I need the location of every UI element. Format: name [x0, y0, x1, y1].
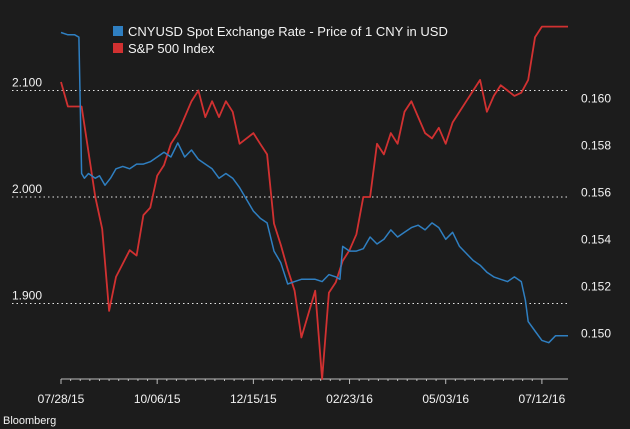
series-layer: [60, 25, 568, 380]
right-tick-label: 0.156: [581, 185, 611, 199]
left-tick-label: 2.100: [12, 76, 42, 90]
legend: CNYUSD Spot Exchange Rate - Price of 1 C…: [113, 24, 448, 56]
legend-label-spx: S&P 500 Index: [128, 41, 215, 56]
right-tick-label: 0.150: [581, 326, 611, 340]
legend-swatch-spx: [113, 43, 123, 53]
left-tick-label: 2.000: [12, 182, 42, 196]
x-tick-label: 05/03/16: [422, 392, 469, 406]
right-axis-ticks: 0.160 0.158 0.156 0.154 0.152 0.150: [581, 91, 611, 340]
x-tick-label: 02/23/16: [326, 392, 373, 406]
right-tick-label: 0.154: [581, 232, 611, 246]
legend-label-cny: CNYUSD Spot Exchange Rate - Price of 1 C…: [128, 24, 448, 39]
x-tick-label: 07/12/16: [519, 392, 566, 406]
x-tick-label: 12/15/15: [230, 392, 277, 406]
right-tick-label: 0.152: [581, 279, 611, 293]
left-axis-ticks: 2.100 2.000 1.900: [12, 76, 42, 303]
x-axis: 07/28/15 10/06/15 12/15/15 02/23/16 05/03/16…: [38, 378, 568, 406]
right-tick-label: 0.158: [581, 138, 611, 152]
x-tick-label: 10/06/15: [134, 392, 181, 406]
legend-swatch-cny: [113, 26, 123, 36]
source-label: Bloomberg: [3, 415, 56, 427]
series-line-spx: [60, 25, 568, 380]
series-line-cnyusd: [60, 31, 568, 344]
right-tick-label: 0.160: [581, 91, 611, 105]
left-tick-label: 1.900: [12, 288, 42, 302]
x-tick-label: 07/28/15: [38, 392, 85, 406]
